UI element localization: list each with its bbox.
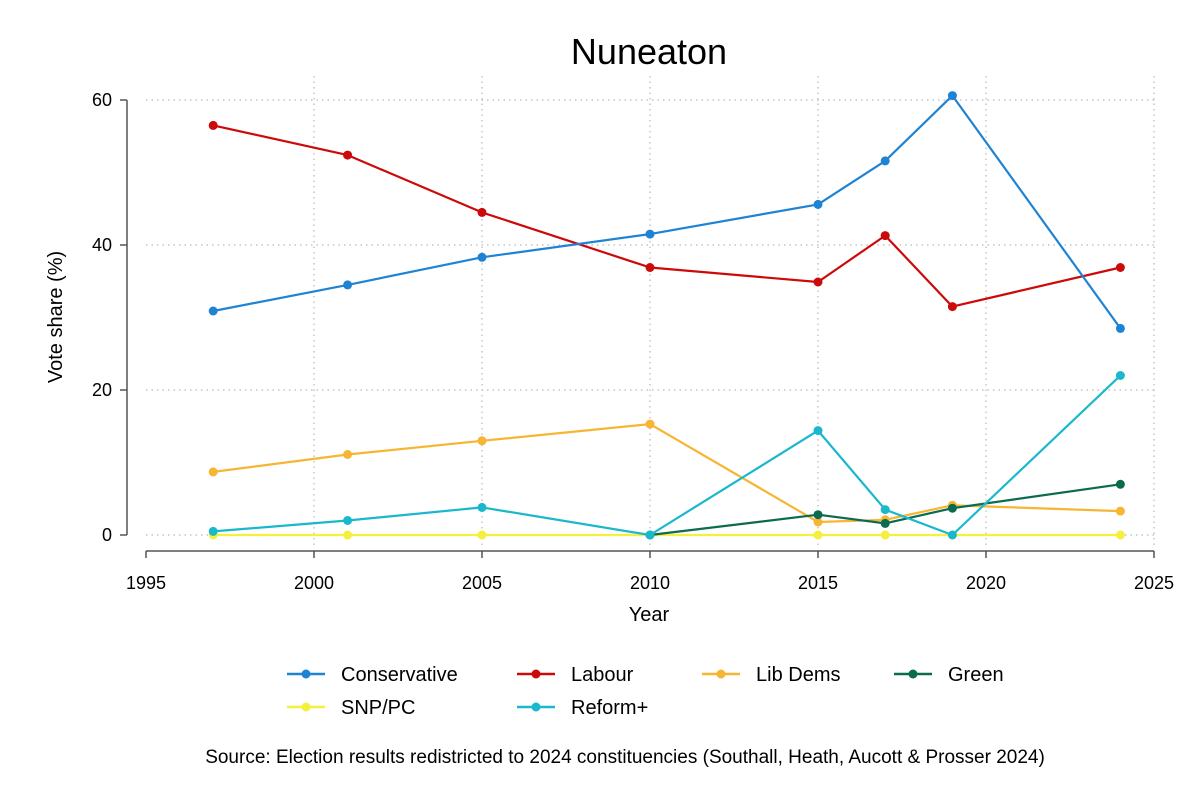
x-tick-label: 2015	[798, 573, 838, 593]
data-point-lib-dems	[645, 419, 655, 429]
data-point-lib-dems	[1115, 506, 1125, 516]
y-axis-title: Vote share (%)	[45, 251, 67, 383]
data-point-labour	[947, 302, 957, 312]
data-point-green	[813, 510, 823, 520]
data-point-labour	[1115, 263, 1125, 272]
legend-label: Lib Dems	[756, 664, 840, 686]
data-point-lib-dems	[477, 436, 487, 446]
x-tick-label: 2025	[1134, 573, 1174, 593]
grid-layer	[146, 76, 1155, 547]
legend-item-conservative: Conservative	[287, 664, 458, 686]
data-point-labour	[880, 231, 890, 241]
data-point-conservative	[1115, 323, 1125, 333]
data-point-conservative	[947, 91, 957, 101]
x-tick-label: 2000	[294, 573, 334, 593]
x-axis-title: Year	[629, 604, 670, 626]
source-note: Source: Election results redistricted to…	[205, 747, 1045, 768]
legend-label: Reform+	[571, 697, 648, 719]
axis-layer: 0 20 40 60 1995 2000 2005 2010 2015 2020 2025	[92, 90, 1174, 593]
legend-label: Green	[948, 664, 1004, 686]
data-point-conservative	[477, 252, 487, 262]
series-layer	[208, 91, 1125, 540]
legend-item-reform: Reform+	[517, 697, 648, 719]
legend-label: Labour	[571, 664, 634, 686]
series-snp-pc	[208, 530, 1125, 540]
legend-swatch-marker	[716, 669, 726, 679]
data-point-labour	[645, 263, 655, 272]
data-point-reform	[813, 426, 823, 436]
y-tick-label: 20	[92, 380, 112, 400]
x-tick-label: 2010	[630, 573, 670, 593]
data-point-snp-pc	[880, 530, 890, 540]
data-point-labour	[813, 277, 823, 287]
series-green	[645, 479, 1125, 540]
x-tick-label: 2005	[462, 573, 502, 593]
chart-title: Nuneaton	[571, 31, 727, 72]
data-point-lib-dems	[343, 450, 353, 459]
data-point-reform	[343, 516, 353, 525]
data-point-reform	[1115, 371, 1125, 380]
x-tick-label: 1995	[126, 573, 166, 593]
data-point-conservative	[880, 156, 890, 166]
series-reform	[208, 371, 1125, 540]
data-point-reform	[947, 530, 957, 540]
series-line-reform	[213, 374, 1122, 537]
data-point-green	[880, 518, 890, 528]
legend-swatch-marker	[531, 669, 541, 679]
x-tick-label: 2020	[966, 573, 1006, 593]
data-point-conservative	[343, 280, 353, 290]
data-point-snp-pc	[477, 530, 487, 540]
legend-swatch-marker	[908, 669, 918, 679]
data-point-reform	[477, 502, 487, 512]
y-tick-label: 0	[102, 525, 112, 545]
data-point-reform	[645, 530, 655, 540]
legend-swatch-marker	[301, 702, 311, 712]
data-point-reform	[880, 505, 890, 515]
data-point-reform	[208, 526, 218, 536]
data-point-conservative	[813, 199, 823, 209]
series-conservative	[208, 91, 1125, 333]
legend-item-labour: Labour	[517, 664, 634, 686]
legend-item-snp-pc: SNP/PC	[287, 697, 415, 719]
data-point-labour	[477, 207, 487, 217]
data-point-lib-dems	[208, 467, 218, 477]
legend-item-lib-dems: Lib Dems	[702, 664, 840, 686]
data-point-labour	[208, 120, 218, 130]
legend: Conservative Labour Lib Dems Green SNP/PC Ref…	[287, 664, 1004, 719]
legend-item-green: Green	[894, 664, 1004, 686]
legend-label: Conservative	[341, 664, 458, 686]
data-point-green	[947, 503, 957, 513]
series-labour	[208, 120, 1125, 312]
data-point-labour	[343, 150, 353, 160]
data-point-snp-pc	[813, 530, 823, 540]
y-tick-label: 60	[92, 90, 112, 110]
data-point-conservative	[208, 306, 218, 316]
series-lib-dems	[208, 419, 1125, 527]
legend-label: SNP/PC	[341, 697, 415, 719]
y-tick-label: 40	[92, 235, 112, 255]
data-point-snp-pc	[343, 530, 353, 540]
series-line-lib-dems	[213, 423, 1121, 524]
legend-swatch-marker	[531, 702, 541, 712]
data-point-snp-pc	[1115, 530, 1125, 540]
series-line-labour	[212, 124, 1121, 308]
data-point-conservative	[645, 229, 655, 239]
data-point-lib-dems	[813, 517, 823, 527]
data-point-green	[1115, 479, 1125, 489]
series-line-conservative	[212, 94, 1122, 330]
legend-swatch-marker	[301, 669, 311, 679]
